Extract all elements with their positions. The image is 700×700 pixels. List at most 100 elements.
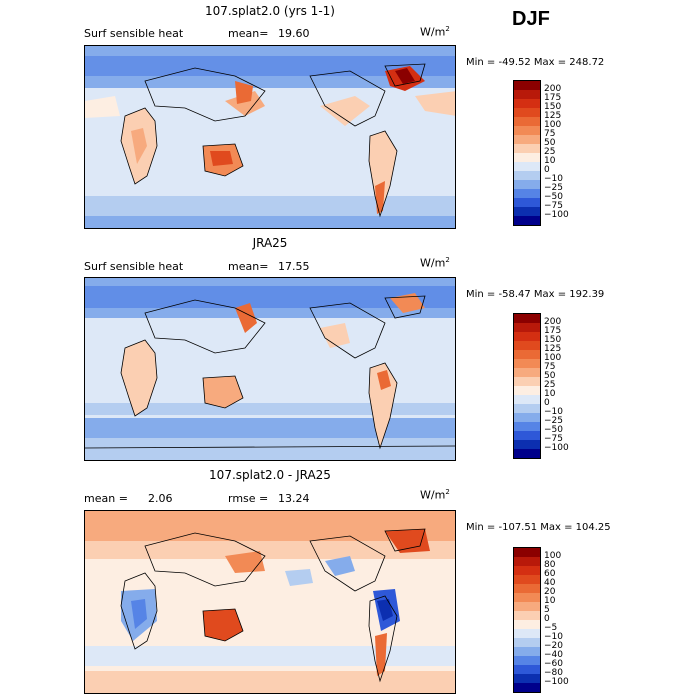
colorbar-swatch [514,368,540,377]
panel1-minmax: Min = -49.52 Max = 248.72 [466,57,605,68]
panel1-title: 107.splat2.0 (yrs 1-1) [205,4,335,18]
colorbar-swatch [514,108,540,117]
colorbar-swatch [514,611,540,620]
colorbar-tick-label: 20 [544,586,556,597]
colorbar-tick-label: 0 [544,397,550,408]
colorbar-swatch [514,548,540,557]
colorbar-swatch [514,162,540,171]
colorbar-tick-label: 60 [544,568,556,579]
colorbar-tick-label: −100 [544,676,569,687]
colorbar-swatch [514,314,540,323]
units-text: W/m [420,25,446,39]
colorbar-tick-label: 50 [544,137,556,148]
colorbar-swatch [514,566,540,575]
colorbar-tick-label: −10 [544,406,563,417]
colorbar-swatch [514,90,540,99]
colorbar-swatch [514,341,540,350]
units-sup: 2 [445,256,450,264]
colorbar-swatch [514,638,540,647]
colorbar-tick-label: 75 [544,361,556,372]
panel1-units: W/m2 [420,25,450,39]
colorbar-swatch [514,350,540,359]
colorbar-tick-label: −5 [544,622,558,633]
colorbar-swatch [514,216,540,225]
colorbar-tick-label: 125 [544,110,562,121]
colorbar-tick-label: 100 [544,352,562,363]
colorbar-tick-label: −40 [544,649,563,660]
colorbar-tick-label: 75 [544,128,556,139]
colorbar-tick-label: 0 [544,613,550,624]
colorbar-swatch [514,440,540,449]
panel2-map [84,277,456,461]
panel2-colorbar-boxes [513,313,541,459]
colorbar-tick-label: −50 [544,191,563,202]
colorbar-tick-label: −80 [544,667,563,678]
colorbar-tick-label: 150 [544,334,562,345]
panel1-map-svg [85,46,455,228]
colorbar-swatch [514,449,540,458]
colorbar-swatch [514,126,540,135]
colorbar-swatch [514,674,540,683]
colorbar-swatch [514,629,540,638]
colorbar-tick-label: 10 [544,388,556,399]
panel3-colorbar-boxes [513,547,541,693]
colorbar-tick-label: 175 [544,325,562,336]
panel3-rmse-value: 13.24 [278,492,310,505]
colorbar-tick-label: 0 [544,164,550,175]
colorbar-tick-label: 175 [544,92,562,103]
panel2-mean-value: 17.55 [278,260,310,273]
units-text: W/m [420,488,446,502]
colorbar-tick-label: 50 [544,370,556,381]
panel1-map [84,45,456,229]
colorbar-tick-label: −75 [544,200,563,211]
panel3-mean-value: 2.06 [148,492,173,505]
season-label: DJF [512,8,550,30]
colorbar-tick-label: 80 [544,559,556,570]
colorbar-swatch [514,144,540,153]
panel3-minmax: Min = -107.51 Max = 104.25 [466,522,611,533]
colorbar-swatch [514,189,540,198]
colorbar-swatch [514,557,540,566]
colorbar-tick-label: 100 [544,119,562,130]
colorbar-tick-label: −100 [544,442,569,453]
colorbar-swatch [514,683,540,692]
panel3-map [84,510,456,694]
colorbar-swatch [514,198,540,207]
units-sup: 2 [445,25,450,33]
colorbar-tick-label: −60 [544,658,563,669]
colorbar-tick-label: 25 [544,146,556,157]
colorbar-swatch [514,207,540,216]
panel2-units: W/m2 [420,256,450,270]
colorbar-tick-label: 200 [544,83,562,94]
colorbar-swatch [514,135,540,144]
colorbar-swatch [514,377,540,386]
units-text: W/m [420,256,446,270]
panel3-title: 107.splat2.0 - JRA25 [209,468,331,482]
colorbar-swatch [514,117,540,126]
colorbar-swatch [514,153,540,162]
panel2-map-svg [85,278,455,460]
panel3-mean-label: mean = [84,492,128,505]
colorbar-tick-label: 25 [544,379,556,390]
colorbar-swatch [514,359,540,368]
panel1-colorbar-boxes [513,80,541,226]
colorbar-swatch [514,647,540,656]
colorbar-tick-label: −75 [544,433,563,444]
colorbar-swatch [514,81,540,90]
colorbar-swatch [514,584,540,593]
colorbar-swatch [514,656,540,665]
colorbar-tick-label: 125 [544,343,562,354]
colorbar-swatch [514,422,540,431]
panel1-mean-label: mean= [228,27,269,40]
colorbar-swatch [514,593,540,602]
colorbar-swatch [514,665,540,674]
panel2-mean-label: mean= [228,260,269,273]
colorbar-swatch [514,180,540,189]
colorbar-tick-label: −100 [544,209,569,220]
panel1-mean-value: 19.60 [278,27,310,40]
colorbar-tick-label: −50 [544,424,563,435]
panel1-field-label: Surf sensible heat [84,27,184,40]
panel2-field-label: Surf sensible heat [84,260,184,273]
colorbar-swatch [514,413,540,422]
colorbar-swatch [514,620,540,629]
